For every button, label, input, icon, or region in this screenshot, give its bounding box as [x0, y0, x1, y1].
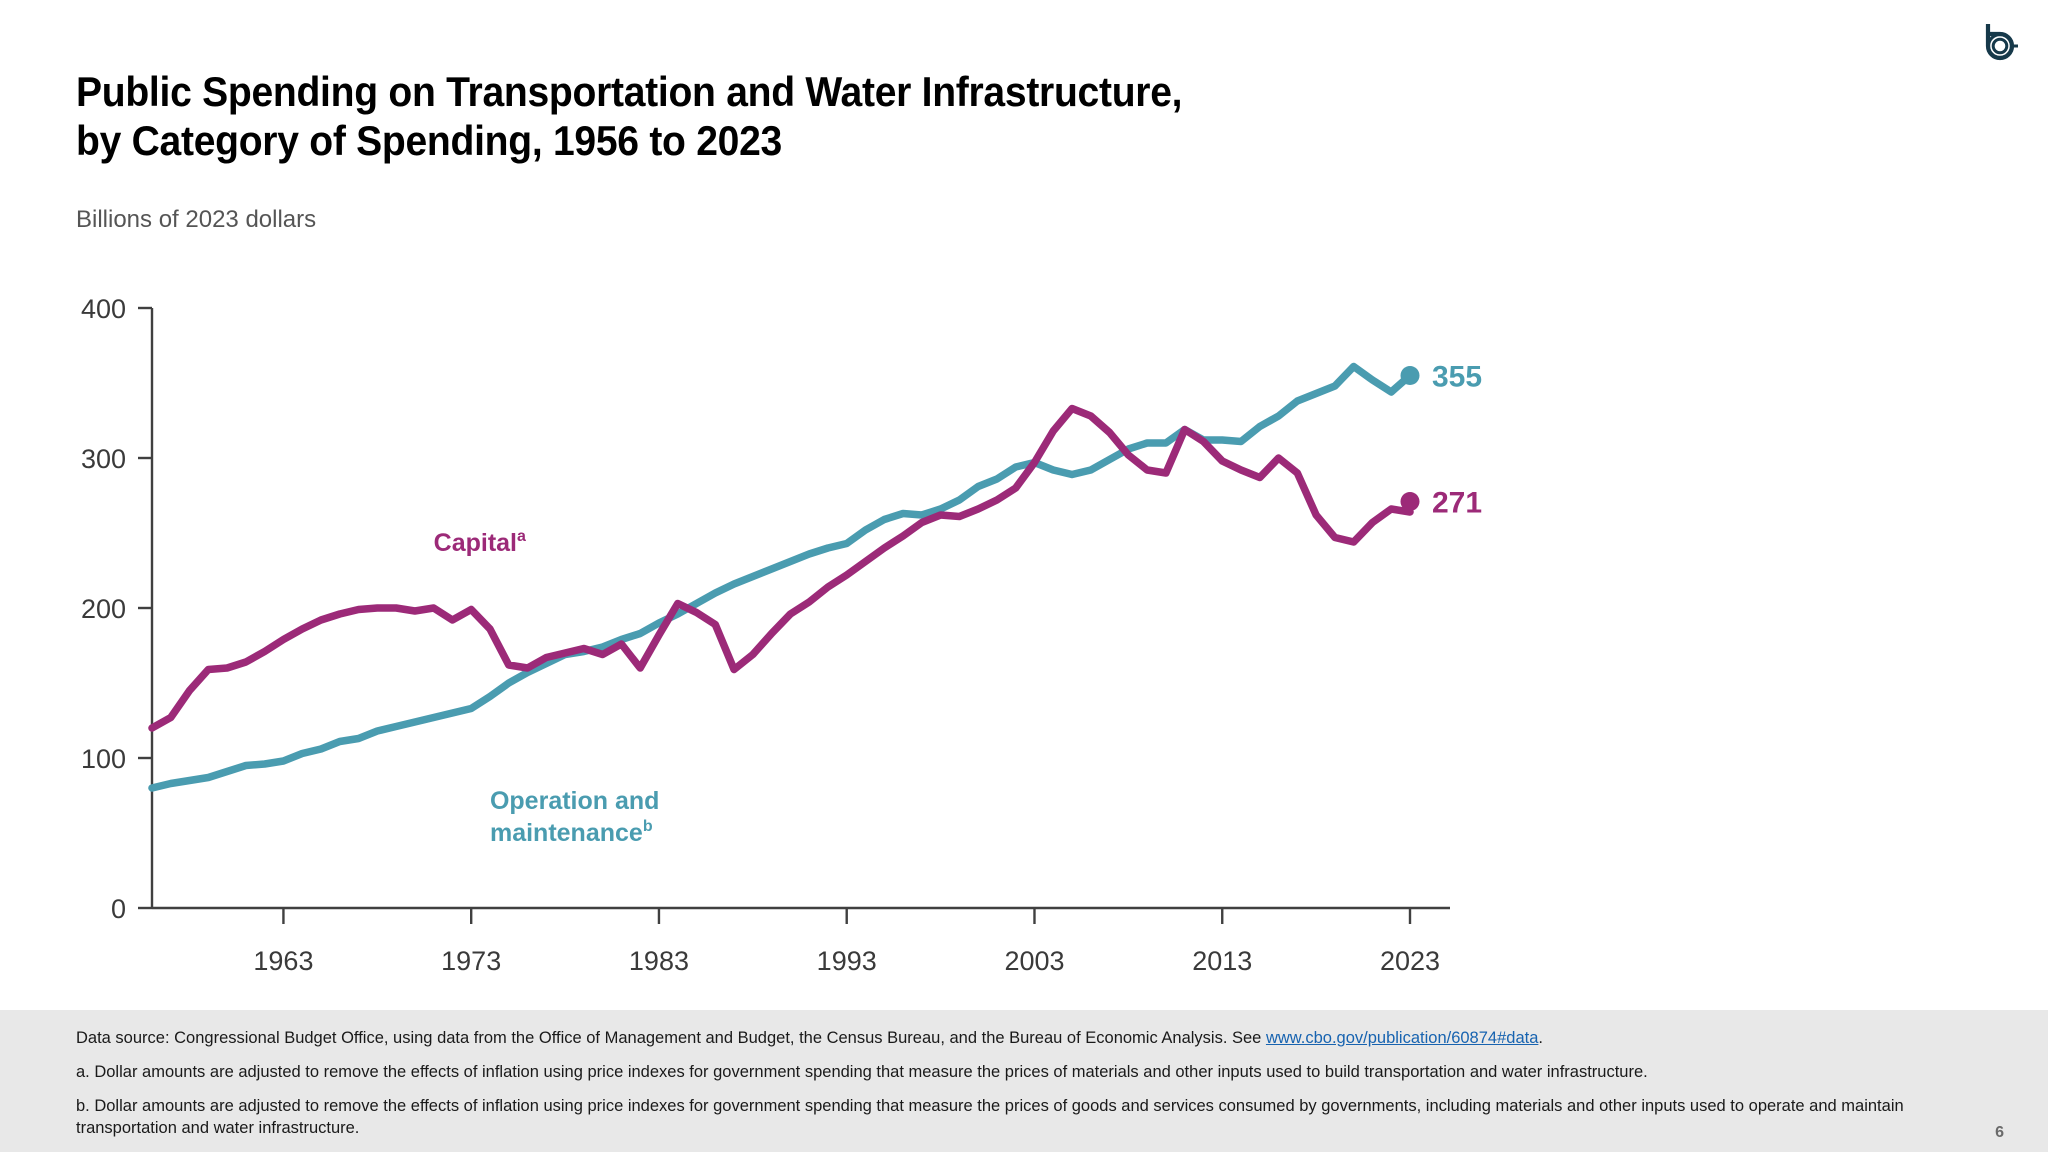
chart-axes: [138, 306, 1450, 924]
end-value-label-capital: 271: [1432, 487, 1482, 520]
x-tick-label: 1963: [253, 946, 313, 976]
endpoint-marker-operation: [1400, 366, 1420, 385]
series-annotation-operation: Operation and maintenanceb: [490, 787, 659, 847]
annotation-line: Capital: [434, 529, 517, 557]
page-number: 6: [1995, 1124, 2004, 1141]
footer-notes: Data source: Congressional Budget Office…: [0, 1010, 2048, 1152]
y-tick-label: 200: [81, 594, 126, 624]
series-line-capital: [148, 404, 1414, 732]
x-tick-label: 1983: [629, 946, 689, 976]
page-title: Public Spending on Transportation and Wa…: [76, 68, 1769, 165]
chart-units-label: Billions of 2023 dollars: [76, 206, 317, 233]
x-tick-label: 1973: [441, 946, 501, 976]
x-tick-label: 2023: [1380, 946, 1440, 976]
x-tick-label: 2003: [1004, 946, 1064, 976]
y-axis-tick-labels: 0 100 200 300 400: [81, 294, 126, 924]
x-axis-tick-labels: 1963 1973 1983 1993 2003 2013 2023: [253, 946, 1440, 976]
title-line-1: Public Spending on Transportation and Wa…: [76, 68, 1183, 115]
y-tick-label: 0: [111, 894, 126, 924]
title-line-2: by Category of Spending, 1956 to 2023: [76, 116, 782, 164]
x-tick-label: 1993: [817, 946, 877, 976]
footnote-b: b. Dollar amounts are adjusted to remove…: [76, 1097, 1904, 1137]
line-chart: 0 100 200 300 400 1963 1973 1983 1993 2003 2013 20…: [81, 294, 1482, 976]
endpoint-marker-capital: [1400, 492, 1420, 511]
series-annotation-capital: Capitala: [434, 528, 526, 557]
footnote-source: Data source: Congressional Budget Office…: [76, 1028, 1988, 1050]
annotation-line: maintenance: [490, 819, 643, 847]
cbo-logo: [1985, 24, 2018, 61]
annotation-line: Operation and: [490, 787, 659, 815]
annotation-superscript: a: [517, 528, 526, 545]
y-axis-ticks: [138, 306, 152, 910]
footnote-a: a. Dollar amounts are adjusted to remove…: [76, 1063, 1648, 1081]
y-tick-label: 400: [81, 294, 126, 324]
y-tick-label: 300: [81, 444, 126, 474]
footnote-source-text: Data source: Congressional Budget Office…: [76, 1029, 1266, 1047]
x-tick-label: 2013: [1192, 946, 1252, 976]
x-axis-ticks: [282, 908, 1412, 924]
y-tick-label: 100: [81, 744, 126, 774]
source-link[interactable]: www.cbo.gov/publication/60874#data: [1265, 1029, 1539, 1047]
end-value-label-operation: 355: [1432, 361, 1482, 394]
annotation-superscript: b: [643, 818, 653, 835]
series-line-operation-and-maintenance: [148, 362, 1414, 792]
footnote-source-period: .: [1538, 1029, 1543, 1047]
